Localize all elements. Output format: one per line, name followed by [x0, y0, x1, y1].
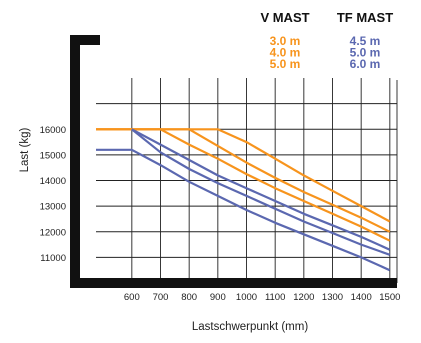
frame-mast [70, 35, 100, 283]
series-line [96, 128, 391, 233]
legend-item: 5.0 m [350, 46, 381, 60]
chart-grid [96, 78, 398, 283]
x-tick-label: 1200 [293, 292, 314, 303]
x-tick-labels: 600 700 800 900 1000 1100 1200 1300 1400 1500 [124, 292, 401, 303]
y-tick-label: 11000 [40, 253, 66, 264]
x-axis-label: Lastschwerpunkt (mm) [192, 321, 308, 333]
x-tick-label: 1400 [351, 292, 372, 303]
x-tick-label: 600 [124, 292, 140, 303]
x-tick-label: 900 [210, 292, 226, 303]
series-line [131, 128, 391, 256]
chart-frame [70, 35, 397, 288]
legend-item: 6.0 m [350, 57, 381, 71]
y-tick-label: 14000 [40, 176, 66, 187]
x-tick-label: 1100 [265, 292, 285, 303]
x-tick-label: 1300 [322, 292, 343, 303]
y-tick-label: 12000 [40, 227, 66, 238]
y-tick-label: 15000 [40, 150, 66, 161]
legend-header: V MAST [260, 10, 309, 25]
legend-item: 4.0 m [270, 46, 301, 60]
chart-series [96, 128, 391, 272]
y-tick-label: 16000 [40, 125, 66, 136]
series-line [96, 128, 391, 223]
x-tick-label: 1000 [236, 292, 257, 303]
series-line [96, 148, 391, 272]
series-line [131, 128, 391, 251]
x-tick-label: 1500 [379, 292, 400, 303]
y-axis-label: Last (kg) [19, 127, 31, 172]
legend-item: 4.5 m [350, 34, 381, 48]
x-tick-label: 800 [181, 292, 197, 303]
legend-item: 3.0 m [270, 34, 301, 48]
legend-item: 5.0 m [270, 57, 301, 71]
y-tick-label: 13000 [40, 202, 66, 213]
x-tick-label: 700 [153, 292, 169, 303]
series-line [96, 128, 391, 242]
y-tick-labels: 11000 12000 13000 14000 15000 16000 [40, 125, 66, 264]
legend-header: TF MAST [337, 10, 393, 25]
